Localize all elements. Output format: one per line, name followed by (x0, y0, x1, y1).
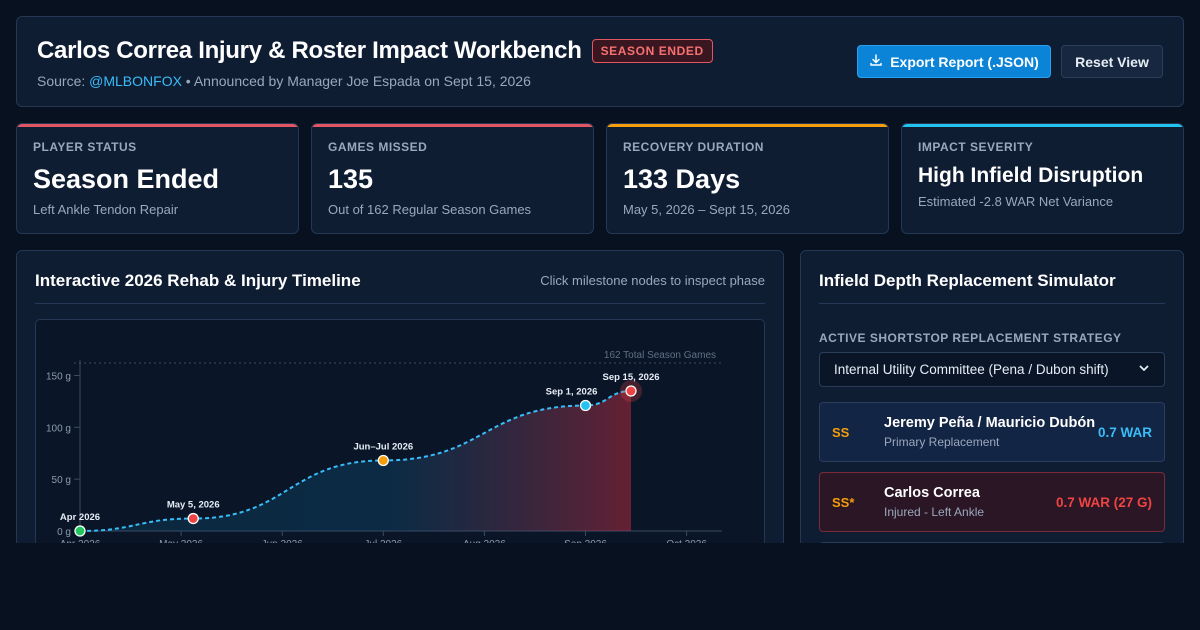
kpi-subtext: Left Ankle Tendon Repair (33, 202, 179, 217)
row-player-role: Primary Replacement (884, 435, 1000, 449)
timeline-chart-svg: 162 Total Season Games 0 g 50 g 100 g 150 g A… (46, 350, 722, 543)
milestone-node (579, 399, 592, 412)
kpi-value: 135 (328, 164, 374, 194)
kpi-value: 133 Days (623, 164, 741, 194)
x-tick-label: Jul 2026 (364, 539, 402, 543)
page-title: Carlos Correa Injury & Roster Impact Wor… (37, 37, 582, 64)
export-report-label: Export Report (.JSON) (890, 53, 1039, 70)
strategy-select[interactable]: Internal Utility Committee (Pena / Dubon… (819, 352, 1165, 387)
reset-view-button[interactable]: Reset View (1061, 45, 1163, 78)
viewport: Carlos Correa Injury & Roster Impact Wor… (16, 16, 1184, 543)
strategy-label: ACTIVE SHORTSTOP REPLACEMENT STRATEGY (819, 331, 1122, 345)
chevron-down-icon (1138, 362, 1150, 377)
row-player-name: Carlos Correa (884, 485, 980, 501)
kpi-subtext: May 5, 2026 – Sept 15, 2026 (623, 202, 790, 217)
kpi-label: RECOVERY DURATION (623, 140, 764, 154)
simulator-title: Infield Depth Replacement Simulator (819, 271, 1116, 290)
replacement-row-partial[interactable] (819, 542, 1165, 543)
milestone-label: May 5, 2026 (167, 500, 220, 511)
kpi-subtext: Out of 162 Regular Season Games (328, 202, 532, 217)
divider (35, 303, 765, 304)
kpi-accent (17, 124, 298, 127)
x-tick-label: May 2026 (159, 539, 203, 543)
kpi-card-player-status: PLAYER STATUS Season Ended Left Ankle Te… (16, 123, 299, 234)
injured-player-row[interactable]: SS* Carlos Correa Injured - Left Ankle 0… (819, 472, 1165, 532)
strategy-selected-value: Internal Utility Committee (Pena / Dubon… (834, 362, 1109, 377)
y-tick-label: 150 g (46, 371, 71, 382)
x-tick-label: Sep 2026 (564, 539, 607, 543)
replacement-row[interactable]: SS Jeremy Peña / Mauricio Dubón Primary … (819, 402, 1165, 462)
milestone-label: Jun–Jul 2026 (353, 441, 413, 452)
row-player-name: Jeremy Peña / Mauricio Dubón (884, 415, 1096, 431)
kpi-value: High Infield Disruption (918, 164, 1144, 187)
x-tick-label: Apr 2026 (60, 539, 101, 543)
y-tick-label: 100 g (46, 423, 71, 434)
row-position: SS* (832, 495, 855, 510)
source-prefix: Source: (37, 73, 90, 89)
kpi-card-games-missed: GAMES MISSED 135 Out of 162 Regular Seas… (311, 123, 594, 234)
y-tick-label: 0 g (57, 527, 71, 538)
kpi-subtext: Estimated -2.8 WAR Net Variance (918, 194, 1114, 209)
recovery-area (80, 391, 632, 531)
milestone-label: Apr 2026 (60, 512, 100, 523)
milestone-label: Sep 15, 2026 (602, 372, 659, 383)
milestone-node (625, 385, 637, 397)
row-player-role: Injured - Left Ankle (884, 505, 985, 519)
row-war-value: 0.7 WAR (27 G) (1055, 495, 1152, 510)
download-icon (869, 53, 883, 70)
timeline-hint: Click milestone nodes to inspect phase (540, 273, 765, 288)
timeline-panel: Interactive 2026 Rehab & Injury Timeline… (16, 250, 784, 543)
kpi-accent (902, 124, 1183, 127)
x-tick-label: Aug 2026 (463, 539, 506, 543)
kpi-accent (607, 124, 888, 127)
source-line: Source: @MLBONFOX • Announced by Manager… (37, 73, 531, 89)
milestone-label: Sep 1, 2026 (546, 387, 598, 398)
divider (819, 303, 1165, 304)
timeline-title: Interactive 2026 Rehab & Injury Timeline (35, 271, 361, 290)
y-tick-label: 50 g (52, 475, 71, 486)
x-tick-label: Jun 2026 (262, 539, 304, 543)
milestone-node (377, 454, 389, 467)
kpi-label: GAMES MISSED (328, 140, 428, 154)
kpi-label: PLAYER STATUS (33, 140, 137, 154)
row-position: SS (832, 425, 850, 440)
export-report-button[interactable]: Export Report (.JSON) (857, 45, 1051, 78)
milestone-node (74, 525, 86, 537)
status-badge: SEASON ENDED (591, 39, 713, 63)
page-header: Carlos Correa Injury & Roster Impact Wor… (16, 16, 1184, 107)
kpi-label: IMPACT SEVERITY (918, 140, 1034, 154)
x-tick-label: Oct 2026 (666, 539, 707, 543)
milestone-node (187, 512, 199, 525)
kpi-accent (312, 124, 593, 127)
kpi-card-impact-severity: IMPACT SEVERITY High Infield Disruption … (901, 123, 1184, 234)
timeline-chart: 162 Total Season Games 0 g 50 g 100 g 150 g A… (35, 319, 765, 543)
reference-line-label: 162 Total Season Games (604, 350, 716, 361)
simulator-panel: Infield Depth Replacement Simulator ACTI… (800, 250, 1184, 543)
kpi-card-recovery-duration: RECOVERY DURATION 133 Days May 5, 2026 –… (606, 123, 889, 234)
source-link[interactable]: @MLBONFOX (89, 73, 182, 89)
row-war-value: 0.7 WAR (1097, 425, 1152, 440)
kpi-value: Season Ended (33, 164, 220, 194)
source-suffix: • Announced by Manager Joe Espada on Sep… (181, 73, 531, 89)
